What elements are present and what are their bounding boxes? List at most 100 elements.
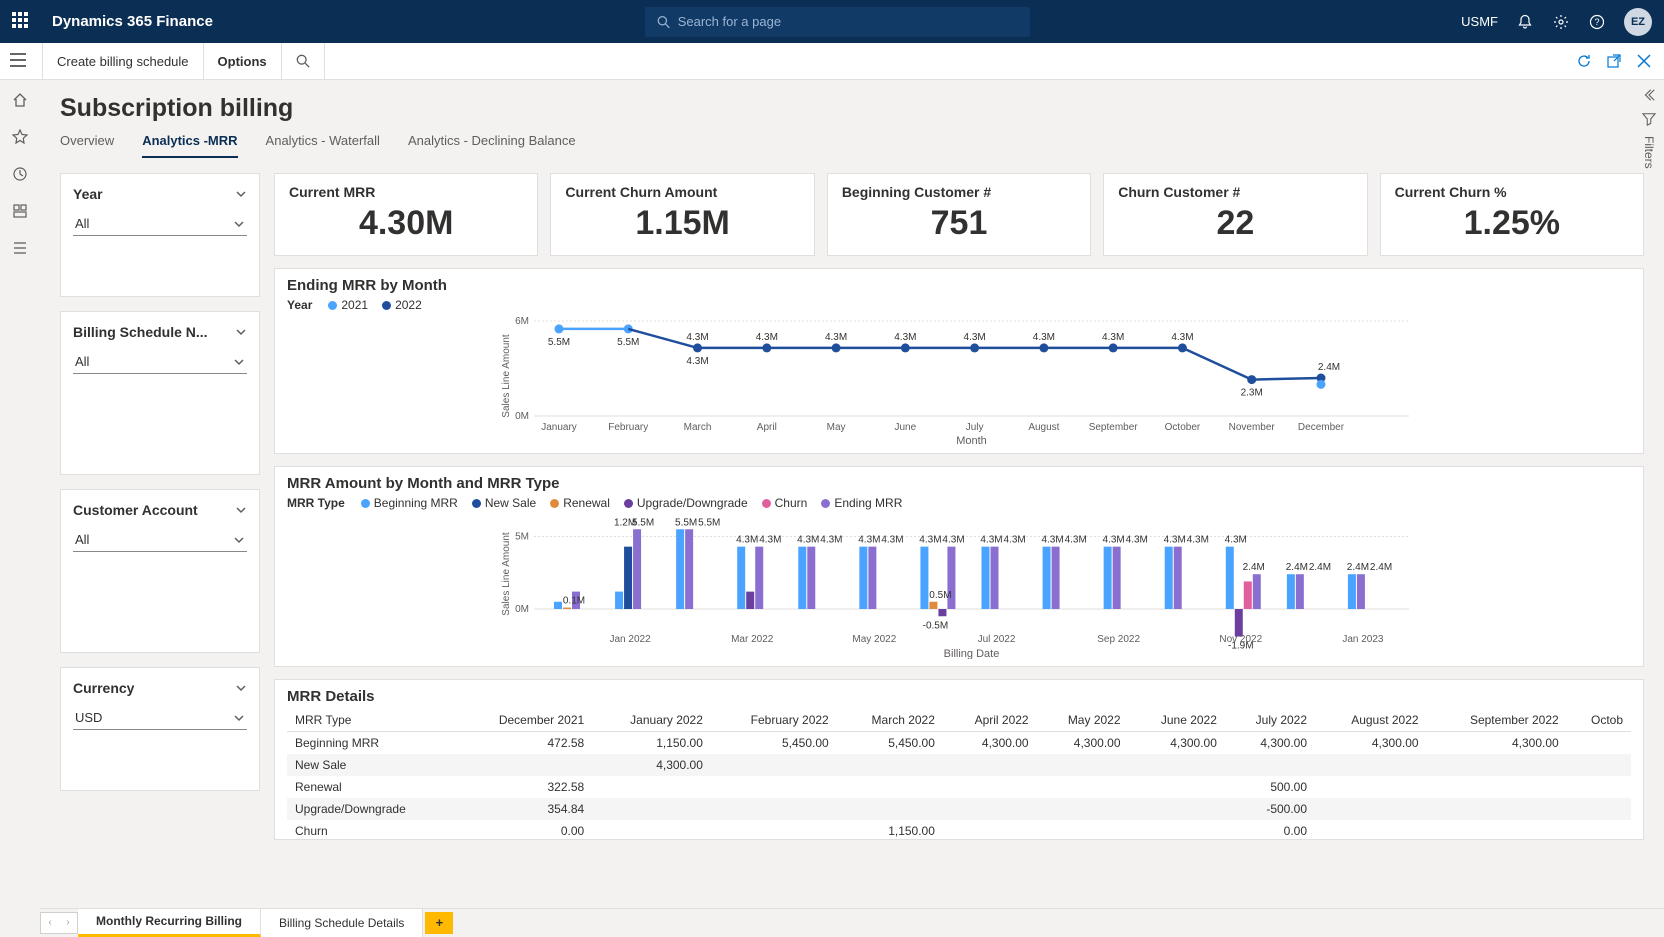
svg-text:2.4M: 2.4M xyxy=(1347,562,1369,573)
filter-label: Customer Account xyxy=(73,502,247,518)
cmd-options[interactable]: Options xyxy=(204,43,282,80)
sheet-tabs-bar: ‹ › Monthly Recurring BillingBilling Sch… xyxy=(40,908,1664,936)
table-row[interactable]: Upgrade/Downgrade354.84-500.00 xyxy=(287,798,1631,820)
help-icon[interactable]: ? xyxy=(1588,13,1606,31)
svg-text:Mar 2022: Mar 2022 xyxy=(731,634,774,645)
svg-text:2.4M: 2.4M xyxy=(1286,562,1308,573)
kpi-label: Current MRR xyxy=(289,184,523,200)
kpi-value: 1.25% xyxy=(1395,204,1629,243)
svg-text:4.3M: 4.3M xyxy=(858,535,880,546)
svg-text:Sep 2022: Sep 2022 xyxy=(1097,634,1140,645)
chevron-down-icon[interactable] xyxy=(235,682,247,694)
table-row[interactable]: Renewal322.58500.00 xyxy=(287,776,1631,798)
line-chart-legend: Year 2021 2022 xyxy=(287,298,1631,312)
sheet-nav-next[interactable]: › xyxy=(59,913,77,933)
page-tab[interactable]: Analytics - Waterfall xyxy=(266,133,380,158)
svg-text:2.4M: 2.4M xyxy=(1309,562,1331,573)
bell-icon[interactable] xyxy=(1516,13,1534,31)
search-icon xyxy=(657,15,670,29)
chevron-down-icon xyxy=(233,534,245,546)
gear-icon[interactable] xyxy=(1552,13,1570,31)
svg-text:5.5M: 5.5M xyxy=(548,337,570,348)
line-chart-svg: 6M0MSales Line AmountJanuaryFebruaryMarc… xyxy=(287,316,1631,446)
filter-select[interactable]: All xyxy=(73,350,247,374)
search-input[interactable] xyxy=(678,14,1018,29)
workspace-icon[interactable] xyxy=(12,203,28,222)
svg-text:4.3M: 4.3M xyxy=(825,332,847,343)
chevron-down-icon[interactable] xyxy=(235,326,247,338)
svg-text:August: August xyxy=(1028,422,1059,433)
svg-text:Sales Line Amount: Sales Line Amount xyxy=(501,532,512,616)
company-code[interactable]: USMF xyxy=(1461,14,1498,29)
svg-text:4.3M: 4.3M xyxy=(1065,535,1087,546)
table-row[interactable]: Beginning MRR472.581,150.005,450.005,450… xyxy=(287,732,1631,755)
kpi-row: Current MRR4.30MCurrent Churn Amount1.15… xyxy=(274,173,1644,256)
expand-left-icon[interactable] xyxy=(1642,88,1656,102)
svg-text:May 2022: May 2022 xyxy=(852,634,896,645)
svg-text:April: April xyxy=(757,422,777,433)
svg-text:5.5M: 5.5M xyxy=(698,517,720,528)
menu-icon[interactable] xyxy=(10,53,26,67)
sheet-tab[interactable]: Monthly Recurring Billing xyxy=(78,909,261,937)
filter-card: Customer Account All xyxy=(60,489,260,653)
kpi-card: Current MRR4.30M xyxy=(274,173,538,256)
svg-text:4.3M: 4.3M xyxy=(1033,332,1055,343)
svg-text:Jul 2022: Jul 2022 xyxy=(978,634,1016,645)
sheet-nav-prev[interactable]: ‹ xyxy=(41,913,59,933)
kpi-label: Current Churn Amount xyxy=(565,184,799,200)
table-row[interactable]: New Sale4,300.00 xyxy=(287,754,1631,776)
svg-text:4.3M: 4.3M xyxy=(1164,535,1186,546)
svg-text:4.3M: 4.3M xyxy=(964,332,986,343)
page-tab[interactable]: Overview xyxy=(60,133,114,158)
svg-text:0.1M: 0.1M xyxy=(563,596,585,607)
filter-select[interactable]: All xyxy=(73,212,247,236)
filter-select[interactable]: All xyxy=(73,528,247,552)
line-chart-title: Ending MRR by Month xyxy=(287,277,1631,294)
chevron-down-icon[interactable] xyxy=(235,188,247,200)
page-tab[interactable]: Analytics - Declining Balance xyxy=(408,133,576,158)
svg-text:May: May xyxy=(827,422,846,433)
popout-icon[interactable] xyxy=(1606,53,1622,69)
svg-text:4.3M: 4.3M xyxy=(894,332,916,343)
right-filters-collapsed[interactable]: Filters xyxy=(1634,80,1664,908)
global-header: Dynamics 365 Finance USMF ? EZ xyxy=(0,0,1664,43)
svg-text:4.3M: 4.3M xyxy=(1171,332,1193,343)
chevron-down-icon xyxy=(233,712,245,724)
avatar[interactable]: EZ xyxy=(1624,8,1652,36)
kpi-card: Current Churn Amount1.15M xyxy=(550,173,814,256)
svg-text:2.4M: 2.4M xyxy=(1318,362,1340,373)
global-search[interactable] xyxy=(645,7,1030,37)
table-title: MRR Details xyxy=(287,688,1631,705)
svg-text:4.3M: 4.3M xyxy=(1004,535,1026,546)
modules-icon[interactable] xyxy=(12,240,28,259)
refresh-icon[interactable] xyxy=(1576,53,1592,69)
sheet-add-button[interactable]: + xyxy=(425,912,453,934)
cmd-create-billing-schedule[interactable]: Create billing schedule xyxy=(42,43,204,80)
clock-icon[interactable] xyxy=(12,166,28,185)
filter-select[interactable]: USD xyxy=(73,706,247,730)
bar-chart-legend: MRR Type Beginning MRRNew SaleRenewalUpg… xyxy=(287,496,1631,510)
svg-text:4.3M: 4.3M xyxy=(756,332,778,343)
svg-text:0.5M: 0.5M xyxy=(929,590,951,601)
star-icon[interactable] xyxy=(12,129,28,148)
cmd-search-icon[interactable] xyxy=(282,43,325,80)
chevron-down-icon[interactable] xyxy=(235,504,247,516)
table-scroll[interactable]: MRR TypeDecember 2021January 2022Februar… xyxy=(287,709,1631,839)
mrr-details-table: MRR TypeDecember 2021January 2022Februar… xyxy=(287,709,1631,839)
svg-text:February: February xyxy=(608,422,648,433)
bar-chart-card: MRR Amount by Month and MRR Type MRR Typ… xyxy=(274,466,1644,667)
close-icon[interactable] xyxy=(1636,53,1652,69)
table-row[interactable]: Churn0.001,150.000.00 xyxy=(287,820,1631,839)
app-launcher-icon[interactable] xyxy=(12,12,32,32)
left-nav-rail xyxy=(0,80,40,259)
svg-text:-0.5M: -0.5M xyxy=(923,620,949,631)
svg-text:4.3M: 4.3M xyxy=(797,535,819,546)
page-tab[interactable]: Analytics -MRR xyxy=(142,133,237,158)
svg-text:2.4M: 2.4M xyxy=(1243,562,1265,573)
svg-text:4.3M: 4.3M xyxy=(1225,535,1247,546)
sheet-tab[interactable]: Billing Schedule Details xyxy=(261,909,423,937)
kpi-label: Churn Customer # xyxy=(1118,184,1352,200)
filter-label: Currency xyxy=(73,680,247,696)
home-icon[interactable] xyxy=(12,92,28,111)
svg-text:November: November xyxy=(1229,422,1276,433)
